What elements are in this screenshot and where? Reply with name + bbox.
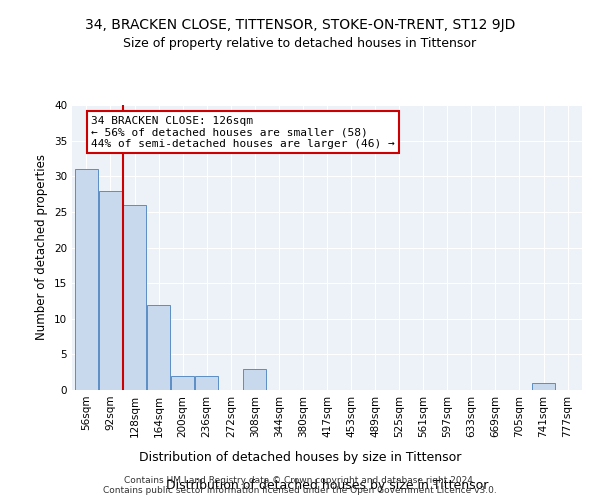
Text: 34 BRACKEN CLOSE: 126sqm
← 56% of detached houses are smaller (58)
44% of semi-d: 34 BRACKEN CLOSE: 126sqm ← 56% of detach…	[91, 116, 395, 149]
Text: Distribution of detached houses by size in Tittensor: Distribution of detached houses by size …	[139, 451, 461, 464]
Bar	[99, 190, 122, 390]
Bar	[75, 169, 98, 390]
Bar	[195, 376, 218, 390]
Y-axis label: Number of detached properties: Number of detached properties	[35, 154, 49, 340]
Text: Size of property relative to detached houses in Tittensor: Size of property relative to detached ho…	[124, 38, 476, 51]
Bar	[123, 205, 146, 390]
Text: 34, BRACKEN CLOSE, TITTENSOR, STOKE-ON-TRENT, ST12 9JD: 34, BRACKEN CLOSE, TITTENSOR, STOKE-ON-T…	[85, 18, 515, 32]
X-axis label: Distribution of detached houses by size in Tittensor: Distribution of detached houses by size …	[166, 478, 488, 492]
Bar	[171, 376, 194, 390]
Text: Contains public sector information licensed under the Open Government Licence v3: Contains public sector information licen…	[103, 486, 497, 495]
Bar	[532, 383, 555, 390]
Bar	[244, 368, 266, 390]
Text: Contains HM Land Registry data © Crown copyright and database right 2024.: Contains HM Land Registry data © Crown c…	[124, 476, 476, 485]
Bar	[147, 304, 170, 390]
